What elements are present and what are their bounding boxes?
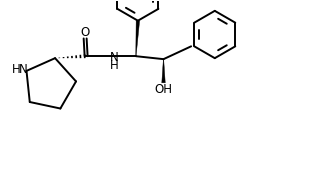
Text: H: H: [110, 59, 119, 72]
Polygon shape: [136, 21, 140, 56]
Polygon shape: [162, 59, 165, 83]
Text: H: H: [12, 63, 21, 76]
Text: N: N: [110, 51, 119, 64]
Text: N: N: [19, 63, 28, 76]
Text: OH: OH: [154, 83, 172, 96]
Text: O: O: [80, 26, 89, 39]
